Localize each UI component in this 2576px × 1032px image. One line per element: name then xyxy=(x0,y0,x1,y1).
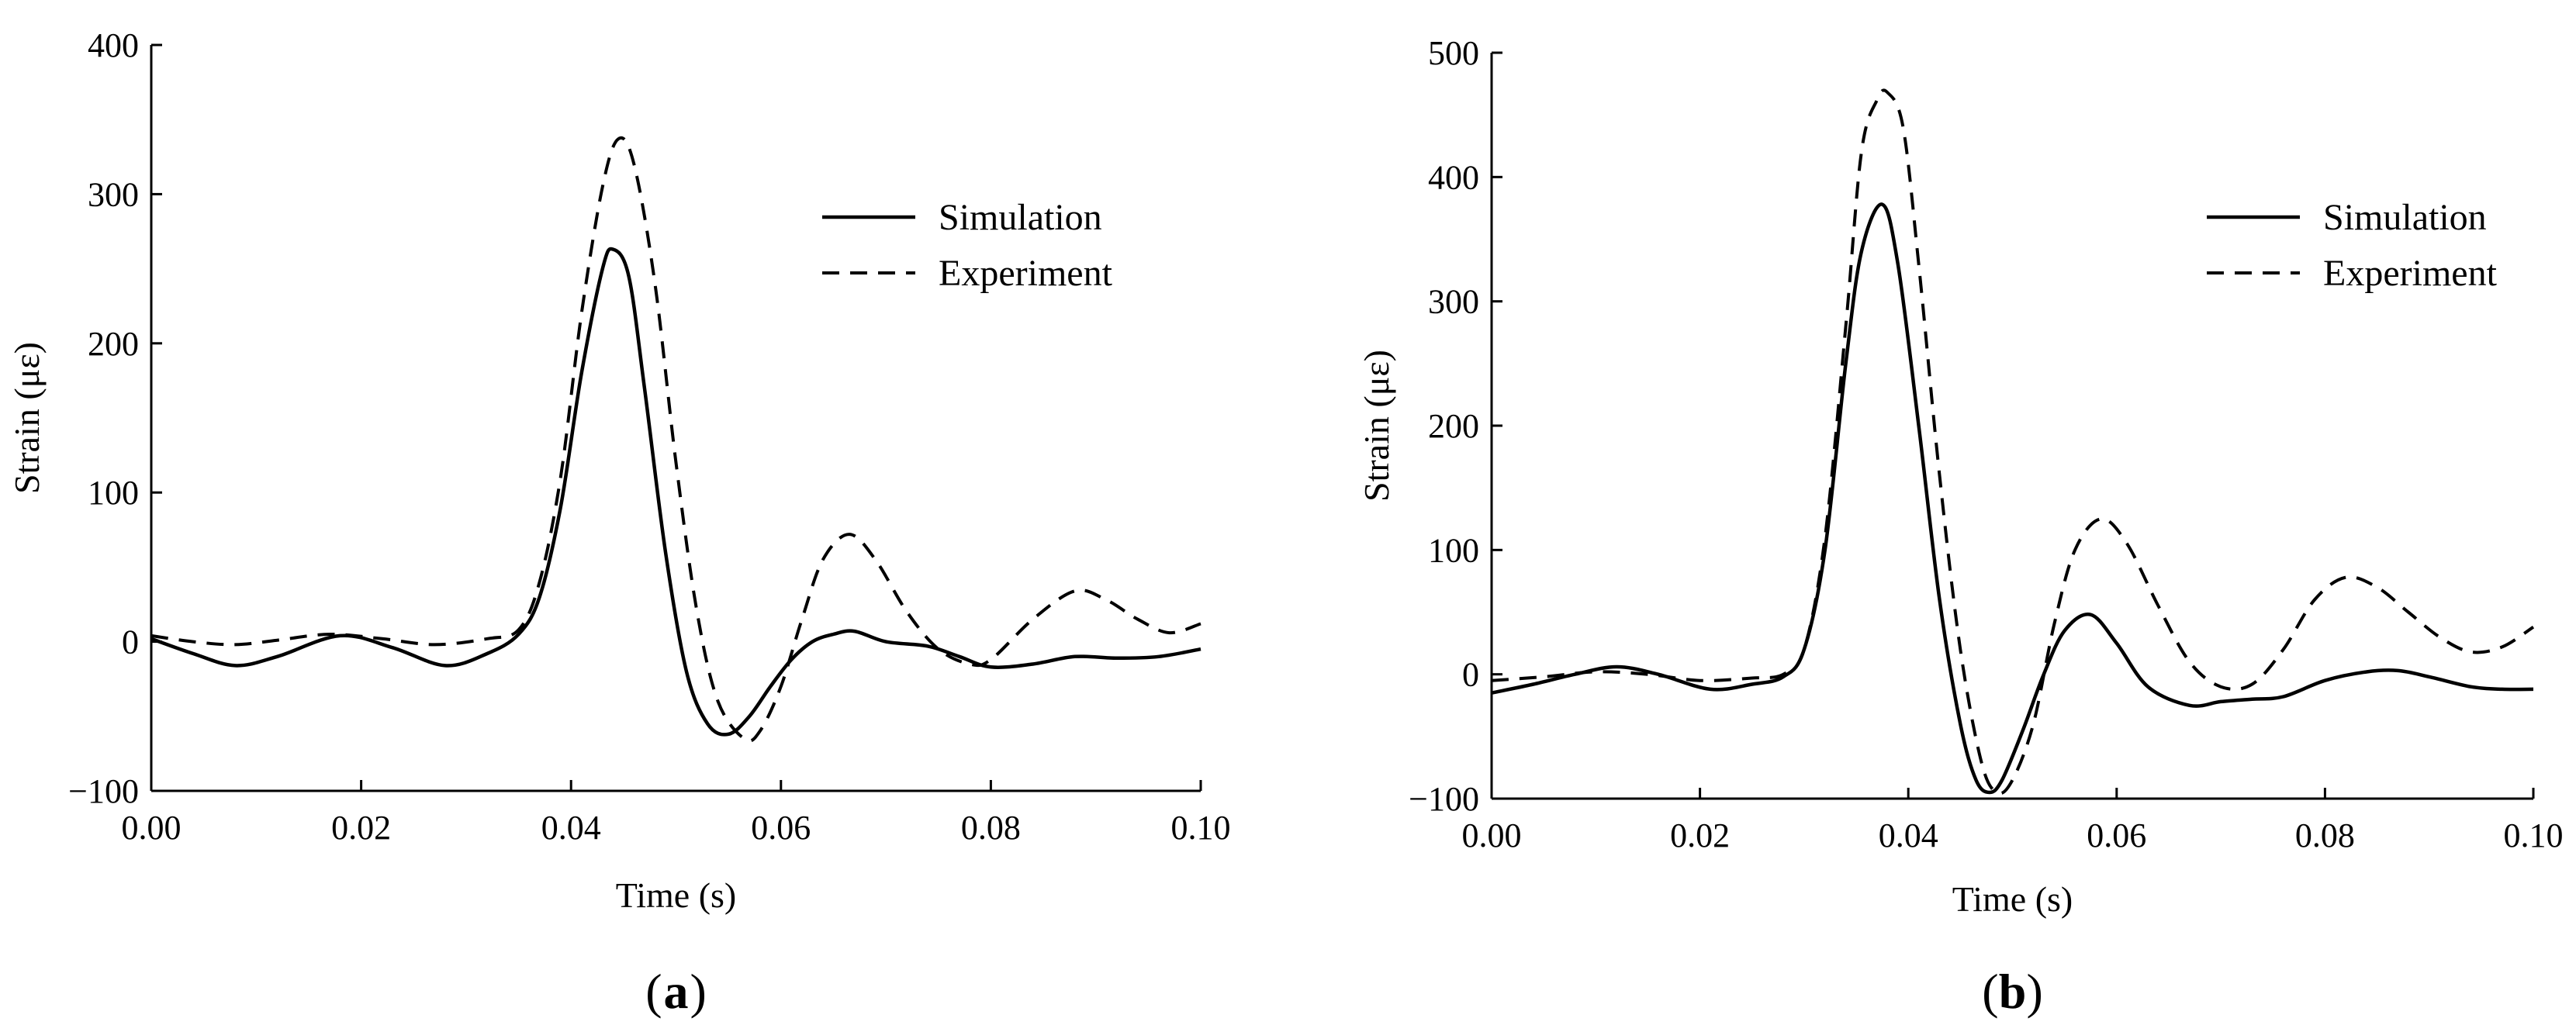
legend: Simulation Experiment xyxy=(2207,197,2498,294)
y-axis-label: Strain (με) xyxy=(7,342,47,494)
legend-label-simulation: Simulation xyxy=(939,197,1102,238)
x-tick-label: 0.06 xyxy=(751,809,811,847)
y-axis-ticks: −100 0 100 200 300 400 500 xyxy=(1409,34,1502,818)
panel-label-close-paren: ) xyxy=(690,964,707,1019)
x-tick-label: 0.10 xyxy=(1171,809,1231,847)
x-tick-label: 0.10 xyxy=(2504,816,2564,854)
x-axis-label: Time (s) xyxy=(616,875,737,915)
legend-label-experiment: Experiment xyxy=(2323,253,2498,294)
x-tick-label: 0.04 xyxy=(1879,816,1938,854)
y-tick-label: 500 xyxy=(1428,34,1479,72)
x-tick-label: 0.08 xyxy=(961,809,1021,847)
y-tick-label: −100 xyxy=(1409,780,1479,818)
series-line-simulation xyxy=(1491,202,2534,795)
y-tick-label: 100 xyxy=(88,474,139,512)
x-axis-ticks: 0.00 0.02 0.04 0.06 0.08 0.10 xyxy=(1462,788,2564,854)
panel-label-close-paren: ) xyxy=(2027,964,2043,1019)
x-tick-label: 0.02 xyxy=(331,809,391,847)
y-tick-label: 400 xyxy=(1428,158,1479,196)
y-tick-label: 200 xyxy=(1428,407,1479,445)
panel-label-open-paren: ( xyxy=(1982,964,1998,1019)
x-tick-label: 0.00 xyxy=(1462,816,1522,854)
y-tick-label: 300 xyxy=(1428,283,1479,321)
x-axis-ticks: 0.00 0.02 0.04 0.06 0.08 0.10 xyxy=(122,780,1231,847)
x-tick-label: 0.02 xyxy=(1670,816,1730,854)
y-tick-label: 0 xyxy=(1462,656,1479,694)
y-tick-label: 200 xyxy=(88,325,139,363)
x-axis-label: Time (s) xyxy=(1952,879,2073,919)
x-tick-label: 0.00 xyxy=(122,809,182,847)
y-tick-label: 400 xyxy=(88,26,139,64)
y-tick-label: 300 xyxy=(88,175,139,213)
panel-label-open-paren: ( xyxy=(645,964,662,1019)
y-tick-label: −100 xyxy=(68,772,139,810)
legend-label-simulation: Simulation xyxy=(2323,197,2487,238)
x-tick-label: 0.04 xyxy=(541,809,601,847)
series-line-simulation xyxy=(150,247,1202,737)
legend: Simulation Experiment xyxy=(822,197,1113,294)
series-line-experiment xyxy=(1491,88,2535,796)
x-tick-label: 0.06 xyxy=(2087,816,2146,854)
y-axis-label: Strain (με) xyxy=(1357,350,1396,502)
legend-label-experiment: Experiment xyxy=(939,253,1113,294)
panel-label: a xyxy=(664,964,689,1019)
y-tick-label: 0 xyxy=(122,623,139,661)
y-axis-ticks: −100 0 100 200 300 400 xyxy=(68,26,162,810)
y-tick-label: 100 xyxy=(1428,531,1479,569)
panel-label: b xyxy=(1999,964,2027,1019)
x-tick-label: 0.08 xyxy=(2295,816,2355,854)
